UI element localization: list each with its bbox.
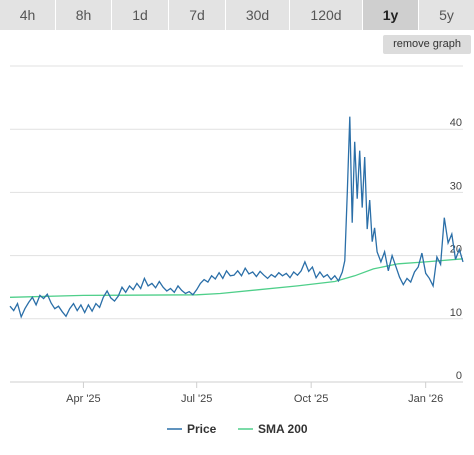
- range-tabs: 4h 8h 1d 7d 30d 120d 1y 5y: [0, 0, 474, 30]
- sma-200-line: [9, 258, 464, 298]
- tab-1d[interactable]: 1d: [112, 0, 169, 30]
- y-tick-label: 30: [450, 180, 462, 192]
- legend-price-label: Price: [187, 422, 217, 436]
- tab-30d[interactable]: 30d: [226, 0, 290, 30]
- legend-sma-label: SMA 200: [258, 422, 308, 436]
- x-axis: Apr '25 Jul '25 Oct '25 Jan '26: [66, 382, 443, 405]
- tab-120d[interactable]: 120d: [290, 0, 363, 30]
- x-tick-label: Apr '25: [66, 393, 101, 405]
- y-tick-label: 20: [450, 244, 462, 256]
- y-tick-label: 40: [450, 117, 462, 129]
- x-tick-label: Jul '25: [181, 393, 212, 405]
- tab-7d[interactable]: 7d: [169, 0, 226, 30]
- y-tick-label: 10: [450, 307, 462, 319]
- y-tick-label: 0: [456, 370, 462, 382]
- legend: Price SMA 200: [167, 422, 308, 436]
- tab-5y[interactable]: 5y: [439, 7, 454, 23]
- y-axis: 0 10 20 30 40: [450, 117, 462, 382]
- x-tick-label: Oct '25: [294, 393, 329, 405]
- price-chart: 0 10 20 30 40 Apr '25 Jul '25 Oct '25 Jan '26 P…: [9, 65, 464, 436]
- remove-graph-button[interactable]: remove graph: [383, 35, 471, 54]
- tab-1y[interactable]: 1y: [363, 0, 419, 30]
- price-line: [9, 116, 464, 319]
- x-tick-label: Jan '26: [408, 393, 443, 405]
- tab-4h[interactable]: 4h: [0, 0, 56, 30]
- grid-lines: [10, 65, 463, 383]
- tab-8h[interactable]: 8h: [56, 0, 112, 30]
